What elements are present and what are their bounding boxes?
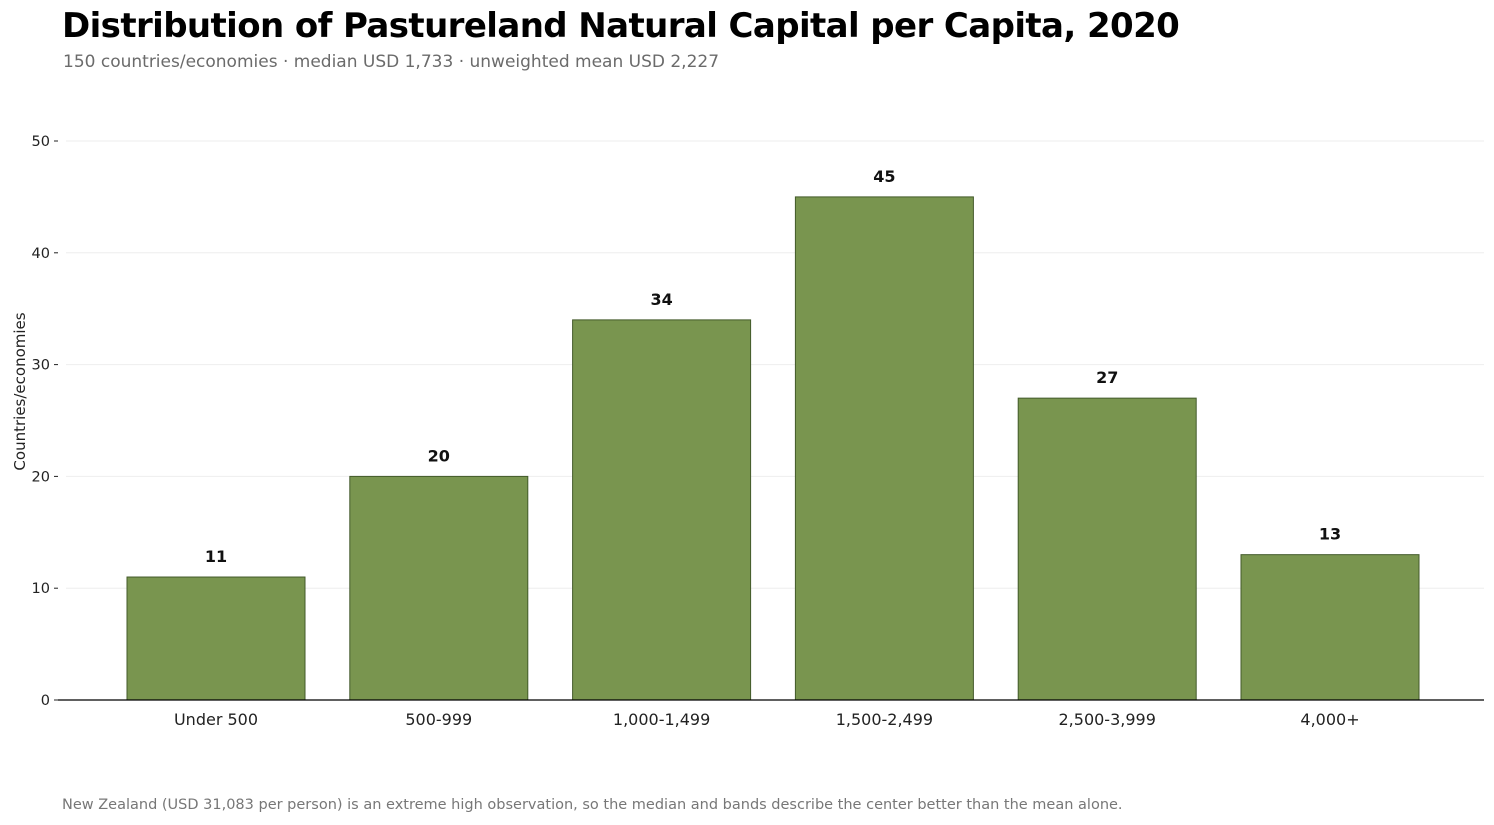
bar-value-label: 13 (1319, 525, 1341, 544)
y-tick-label: 30 (32, 358, 50, 374)
bar-value-label: 34 (650, 290, 672, 309)
bar (572, 319, 752, 701)
y-tick-label: 0 (41, 693, 50, 709)
chart-subtitle: 150 countries/economies · median USD 1,7… (63, 52, 720, 72)
bar (1017, 397, 1197, 701)
bar-value-labels: 11 20 34 45 27 13 (205, 167, 1341, 566)
x-tick-label: Under 500 (174, 710, 258, 729)
y-axis-title: Countries/economies (11, 312, 29, 470)
x-tick-label: 2,500-3,999 (1059, 710, 1156, 729)
bar-value-label: 45 (873, 167, 895, 186)
gridlines (66, 140, 1484, 589)
bar-value-label: 27 (1096, 368, 1118, 387)
x-tick-label: 1,000-1,499 (613, 710, 710, 729)
y-axis: 0 10 20 30 40 50 (32, 134, 58, 709)
chart-title: Distribution of Pastureland Natural Capi… (62, 6, 1180, 46)
y-tick-label: 50 (32, 134, 50, 150)
y-tick-label: 20 (32, 469, 50, 485)
bar-value-label: 20 (428, 446, 450, 465)
x-tick-label: 500-999 (405, 710, 472, 729)
bar-value-label: 11 (205, 547, 227, 566)
bars (126, 196, 1420, 701)
y-tick-label: 40 (32, 246, 50, 262)
bar (794, 196, 974, 701)
bar (1240, 554, 1420, 701)
x-tick-label: 4,000+ (1300, 710, 1359, 729)
y-tick-label: 10 (32, 581, 50, 597)
bar (126, 576, 306, 701)
x-axis: Under 500 500-999 1,000-1,499 1,500-2,499 2,… (58, 699, 1484, 729)
footnote: New Zealand (USD 31,083 per person) is a… (62, 797, 1123, 813)
x-tick-label: 1,500-2,499 (836, 710, 933, 729)
bar (349, 475, 529, 701)
